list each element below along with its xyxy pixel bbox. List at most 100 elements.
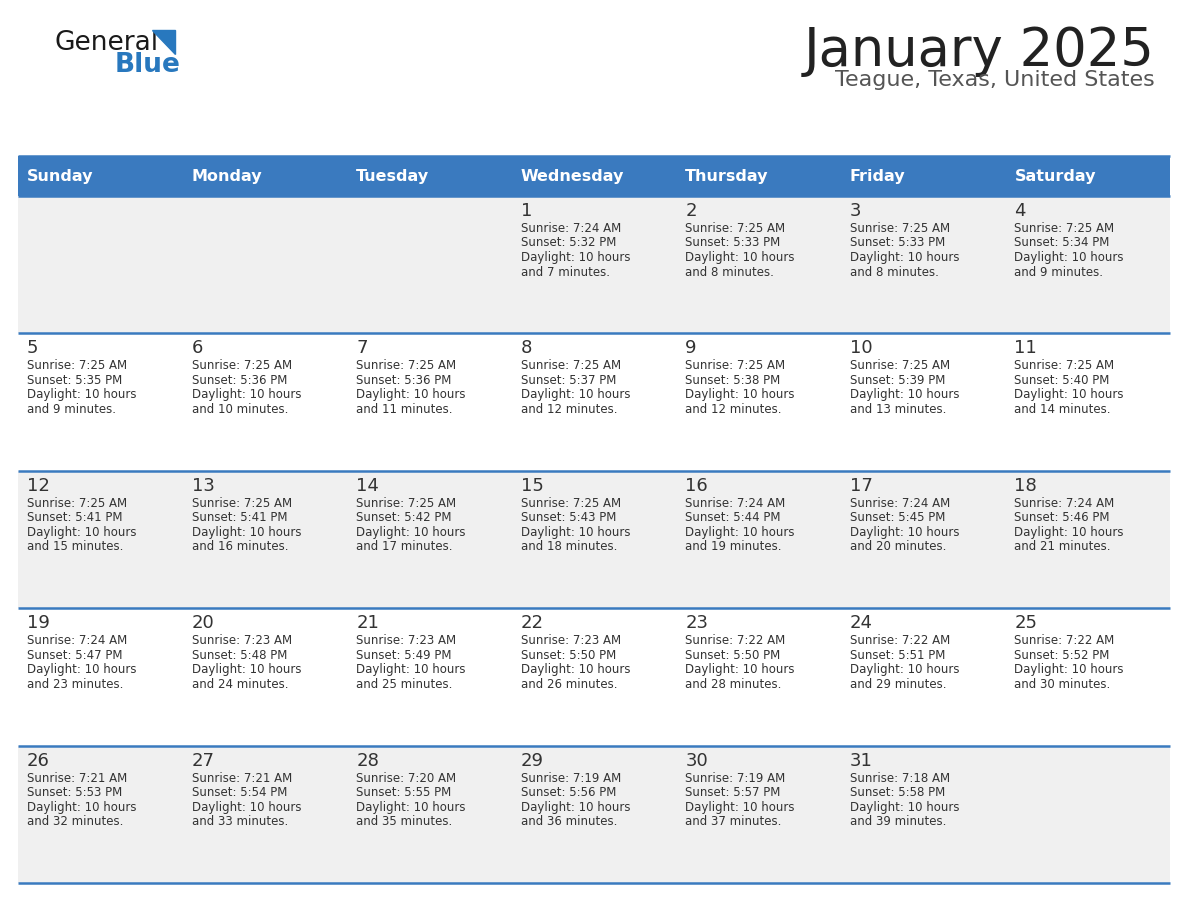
Text: Sunset: 5:43 PM: Sunset: 5:43 PM — [520, 511, 617, 524]
Text: and 11 minutes.: and 11 minutes. — [356, 403, 453, 416]
Text: Sunrise: 7:25 AM: Sunrise: 7:25 AM — [685, 222, 785, 235]
Text: Sunday: Sunday — [27, 169, 94, 184]
Text: and 14 minutes.: and 14 minutes. — [1015, 403, 1111, 416]
Text: Tuesday: Tuesday — [356, 169, 429, 184]
Text: and 15 minutes.: and 15 minutes. — [27, 541, 124, 554]
Text: Daylight: 10 hours: Daylight: 10 hours — [849, 388, 960, 401]
Text: Sunset: 5:53 PM: Sunset: 5:53 PM — [27, 786, 122, 799]
Text: Daylight: 10 hours: Daylight: 10 hours — [849, 251, 960, 264]
Text: Daylight: 10 hours: Daylight: 10 hours — [1015, 663, 1124, 677]
Text: 30: 30 — [685, 752, 708, 769]
Text: Daylight: 10 hours: Daylight: 10 hours — [685, 251, 795, 264]
Text: Daylight: 10 hours: Daylight: 10 hours — [356, 663, 466, 677]
Text: January 2025: January 2025 — [804, 25, 1155, 77]
Text: Sunrise: 7:25 AM: Sunrise: 7:25 AM — [849, 222, 950, 235]
Text: and 12 minutes.: and 12 minutes. — [685, 403, 782, 416]
Polygon shape — [152, 30, 175, 54]
Text: Sunrise: 7:24 AM: Sunrise: 7:24 AM — [1015, 497, 1114, 509]
Text: Wednesday: Wednesday — [520, 169, 624, 184]
Bar — [1005, 156, 1170, 196]
Text: 24: 24 — [849, 614, 873, 633]
Text: Sunset: 5:55 PM: Sunset: 5:55 PM — [356, 786, 451, 799]
Text: 11: 11 — [1015, 340, 1037, 357]
Text: and 8 minutes.: and 8 minutes. — [685, 265, 775, 278]
Text: Teague, Texas, United States: Teague, Texas, United States — [835, 70, 1155, 90]
Text: Daylight: 10 hours: Daylight: 10 hours — [520, 251, 630, 264]
Text: and 25 minutes.: and 25 minutes. — [356, 677, 453, 690]
Text: Sunset: 5:48 PM: Sunset: 5:48 PM — [191, 649, 287, 662]
Text: Sunset: 5:33 PM: Sunset: 5:33 PM — [685, 237, 781, 250]
Text: 31: 31 — [849, 752, 873, 769]
Text: 6: 6 — [191, 340, 203, 357]
Text: and 8 minutes.: and 8 minutes. — [849, 265, 939, 278]
Text: Sunset: 5:50 PM: Sunset: 5:50 PM — [520, 649, 615, 662]
Text: Sunrise: 7:19 AM: Sunrise: 7:19 AM — [520, 772, 621, 785]
Text: Sunset: 5:44 PM: Sunset: 5:44 PM — [685, 511, 781, 524]
Text: Daylight: 10 hours: Daylight: 10 hours — [27, 526, 137, 539]
Text: General: General — [55, 30, 159, 56]
Text: Monday: Monday — [191, 169, 263, 184]
Text: and 12 minutes.: and 12 minutes. — [520, 403, 618, 416]
Text: Sunset: 5:58 PM: Sunset: 5:58 PM — [849, 786, 946, 799]
Text: Friday: Friday — [849, 169, 905, 184]
Text: Sunset: 5:56 PM: Sunset: 5:56 PM — [520, 786, 617, 799]
Text: and 35 minutes.: and 35 minutes. — [356, 815, 453, 828]
Text: Sunset: 5:33 PM: Sunset: 5:33 PM — [849, 237, 946, 250]
Text: and 21 minutes.: and 21 minutes. — [1015, 541, 1111, 554]
Text: Daylight: 10 hours: Daylight: 10 hours — [520, 800, 630, 813]
Bar — [18, 745, 1170, 883]
Text: Sunset: 5:39 PM: Sunset: 5:39 PM — [849, 374, 946, 386]
Text: 28: 28 — [356, 752, 379, 769]
Bar — [676, 156, 841, 196]
Text: Sunrise: 7:22 AM: Sunrise: 7:22 AM — [1015, 634, 1114, 647]
Text: 10: 10 — [849, 340, 872, 357]
Text: Sunrise: 7:24 AM: Sunrise: 7:24 AM — [520, 222, 621, 235]
Text: 3: 3 — [849, 202, 861, 220]
Text: Daylight: 10 hours: Daylight: 10 hours — [520, 388, 630, 401]
Text: Sunrise: 7:25 AM: Sunrise: 7:25 AM — [191, 497, 292, 509]
Text: and 39 minutes.: and 39 minutes. — [849, 815, 946, 828]
Text: Sunrise: 7:19 AM: Sunrise: 7:19 AM — [685, 772, 785, 785]
Text: Sunset: 5:54 PM: Sunset: 5:54 PM — [191, 786, 287, 799]
Text: and 17 minutes.: and 17 minutes. — [356, 541, 453, 554]
Text: and 7 minutes.: and 7 minutes. — [520, 265, 609, 278]
Text: Sunset: 5:57 PM: Sunset: 5:57 PM — [685, 786, 781, 799]
Text: Daylight: 10 hours: Daylight: 10 hours — [27, 800, 137, 813]
Text: Sunrise: 7:25 AM: Sunrise: 7:25 AM — [685, 360, 785, 373]
Text: Saturday: Saturday — [1015, 169, 1095, 184]
Text: Daylight: 10 hours: Daylight: 10 hours — [685, 388, 795, 401]
Text: 1: 1 — [520, 202, 532, 220]
Text: 12: 12 — [27, 476, 50, 495]
Text: Daylight: 10 hours: Daylight: 10 hours — [1015, 251, 1124, 264]
Text: 13: 13 — [191, 476, 215, 495]
Text: Sunrise: 7:24 AM: Sunrise: 7:24 AM — [27, 634, 127, 647]
Text: and 23 minutes.: and 23 minutes. — [27, 677, 124, 690]
Text: Daylight: 10 hours: Daylight: 10 hours — [356, 388, 466, 401]
Text: 8: 8 — [520, 340, 532, 357]
Text: and 20 minutes.: and 20 minutes. — [849, 541, 946, 554]
Bar — [512, 156, 676, 196]
Text: Sunset: 5:46 PM: Sunset: 5:46 PM — [1015, 511, 1110, 524]
Text: 25: 25 — [1015, 614, 1037, 633]
Text: Daylight: 10 hours: Daylight: 10 hours — [685, 526, 795, 539]
Text: 14: 14 — [356, 476, 379, 495]
Text: Daylight: 10 hours: Daylight: 10 hours — [685, 800, 795, 813]
Text: Sunrise: 7:20 AM: Sunrise: 7:20 AM — [356, 772, 456, 785]
Text: Sunrise: 7:25 AM: Sunrise: 7:25 AM — [191, 360, 292, 373]
Text: Sunrise: 7:21 AM: Sunrise: 7:21 AM — [191, 772, 292, 785]
Bar — [183, 156, 347, 196]
Bar — [18, 333, 1170, 471]
Text: Sunrise: 7:23 AM: Sunrise: 7:23 AM — [356, 634, 456, 647]
Text: and 9 minutes.: and 9 minutes. — [27, 403, 116, 416]
Text: Daylight: 10 hours: Daylight: 10 hours — [1015, 526, 1124, 539]
Text: 2: 2 — [685, 202, 697, 220]
Text: and 10 minutes.: and 10 minutes. — [191, 403, 287, 416]
Text: 5: 5 — [27, 340, 38, 357]
Text: 4: 4 — [1015, 202, 1026, 220]
Text: 19: 19 — [27, 614, 50, 633]
Text: and 28 minutes.: and 28 minutes. — [685, 677, 782, 690]
Text: Daylight: 10 hours: Daylight: 10 hours — [356, 800, 466, 813]
Text: Daylight: 10 hours: Daylight: 10 hours — [520, 663, 630, 677]
Text: Daylight: 10 hours: Daylight: 10 hours — [191, 663, 301, 677]
Text: Sunset: 5:41 PM: Sunset: 5:41 PM — [191, 511, 287, 524]
